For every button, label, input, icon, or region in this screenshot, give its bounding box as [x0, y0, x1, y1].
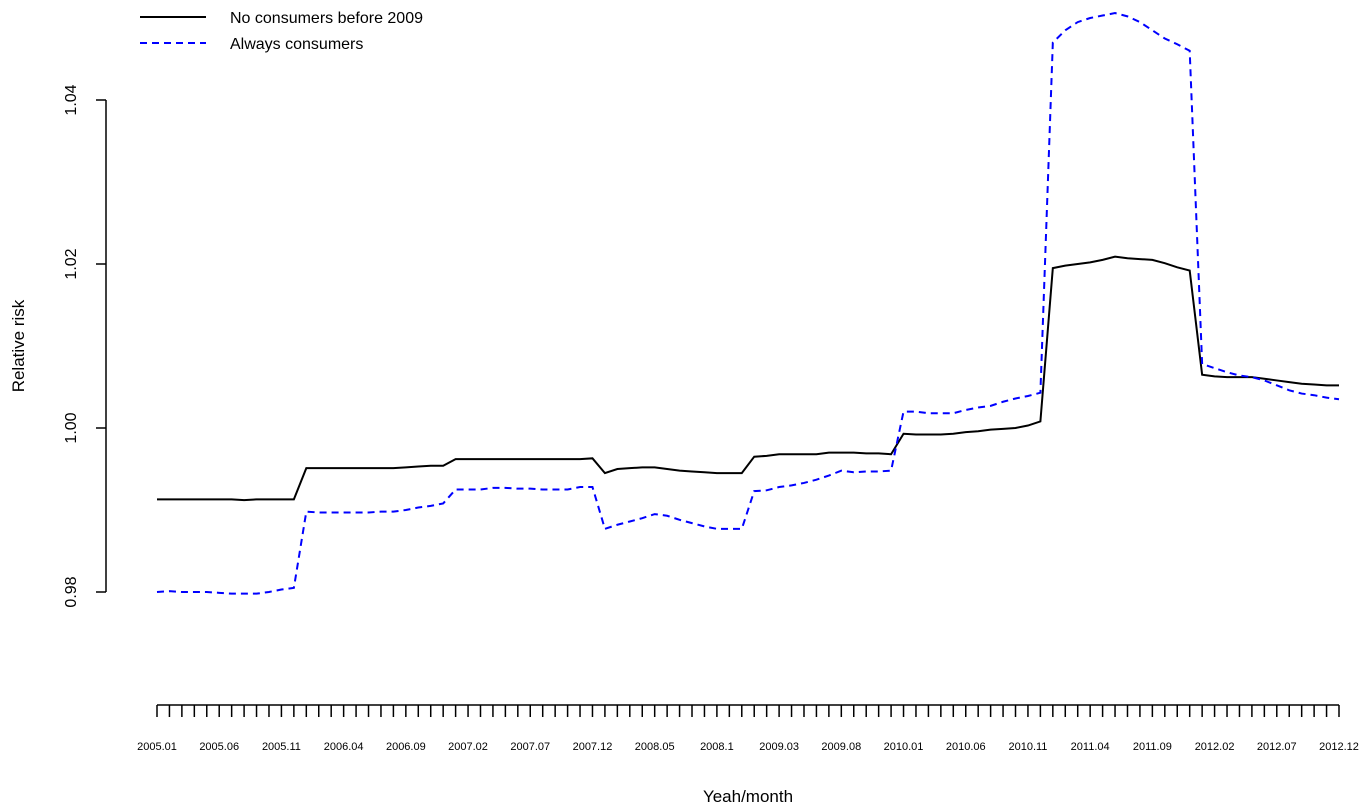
x-tick-label: 2009.03	[759, 741, 799, 753]
y-tick-label: 1.04	[63, 84, 80, 115]
x-tick-label: 2011.09	[1133, 741, 1172, 753]
x-tick-label: 2012.02	[1195, 741, 1235, 753]
x-tick-label: 2008.05	[635, 741, 675, 753]
x-axis-label: Yeah/month	[703, 787, 793, 806]
x-tick-label: 2010.01	[884, 741, 924, 753]
x-tick-label: 2007.07	[510, 741, 550, 753]
y-axis-label: Relative risk	[9, 299, 28, 392]
y-tick-label: 1.00	[63, 412, 80, 443]
legend-label: No consumers before 2009	[230, 10, 423, 27]
x-tick-label: 2011.04	[1071, 741, 1110, 753]
x-tick-label: 2012.07	[1257, 741, 1297, 753]
x-tick-label: 2012.12	[1319, 741, 1359, 753]
x-tick-label: 2005.11	[262, 741, 301, 753]
x-tick-label: 2005.01	[137, 741, 177, 753]
x-tick-label: 2007.12	[573, 741, 613, 753]
data-line	[157, 255, 1339, 502]
x-tick-label: 2006.04	[324, 741, 364, 753]
y-tick-label: 1.02	[63, 248, 80, 279]
x-tick-label: 2009.08	[821, 741, 861, 753]
x-tick-label: 2006.09	[386, 741, 426, 753]
legend-label: Always consumers	[230, 36, 363, 53]
x-tick-label: 2007.02	[448, 741, 488, 753]
x-tick-label: 2005.06	[199, 741, 239, 753]
x-tick-label: 2010.06	[946, 741, 986, 753]
x-tick-label: 2008.1	[700, 741, 734, 753]
y-tick-label: 0.98	[63, 576, 80, 607]
x-tick-label: 2010.11	[1008, 741, 1047, 753]
data-line	[156, 12, 1340, 595]
